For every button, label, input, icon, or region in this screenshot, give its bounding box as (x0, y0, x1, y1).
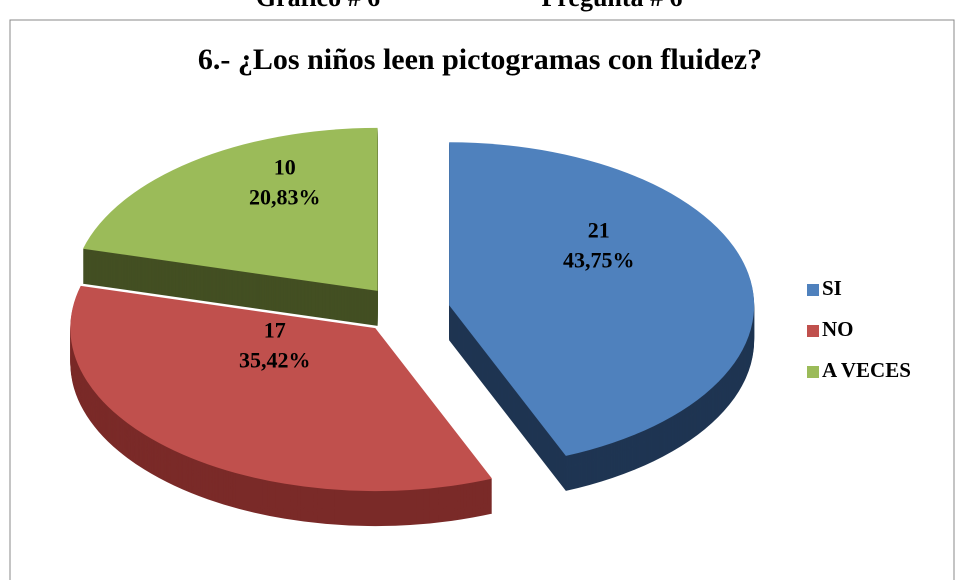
header-right: Pregunta # 6 (541, 0, 682, 12)
legend-label: NO (822, 317, 854, 341)
data-label-percent: 43,75% (563, 247, 635, 272)
header-left: Gráfico # 6 (256, 0, 380, 12)
data-label-percent: 35,42% (239, 347, 311, 372)
legend-label: SI (822, 276, 842, 300)
slice (82, 127, 378, 291)
chart-title: 6.- ¿Los niños leen pictogramas con flui… (198, 43, 762, 76)
slice (449, 142, 755, 456)
legend-swatch (807, 284, 819, 296)
pie: 21 43,75% 17 35,42% 10 20,83% (70, 127, 755, 527)
slice (70, 285, 493, 492)
legend-swatch (807, 325, 819, 337)
data-label-value: 10 (274, 154, 296, 179)
data-label-value: 21 (588, 217, 610, 242)
legend-label: A VECES (822, 358, 911, 382)
data-label-value: 17 (264, 317, 286, 342)
data-label-percent: 20,83% (249, 184, 321, 209)
legend-swatch (807, 366, 819, 378)
legend: SI NO A VECES (807, 276, 911, 382)
